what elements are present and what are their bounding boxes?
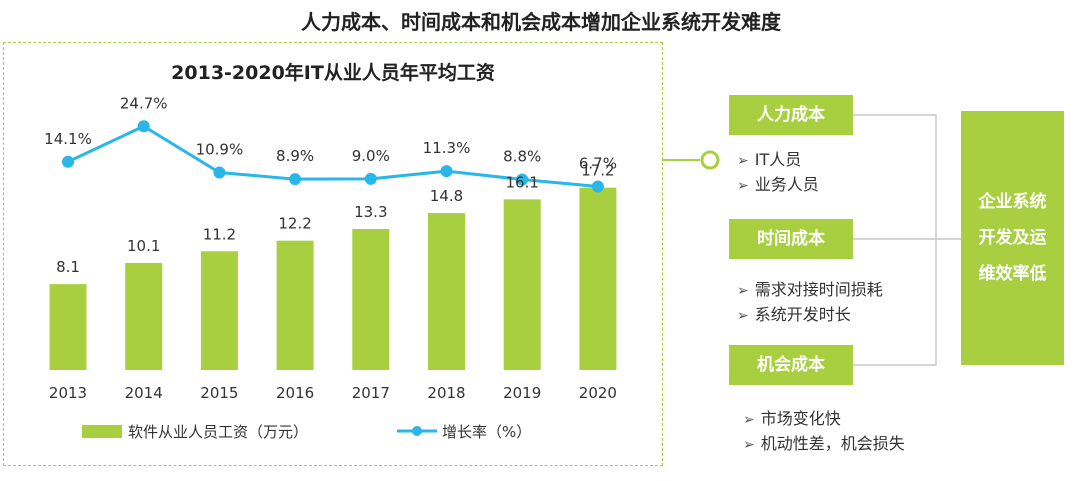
growth-value-label: 9.0%	[352, 147, 390, 165]
legend-bar-label: 软件从业人员工资（万元）	[128, 423, 308, 441]
bars-layer	[49, 187, 617, 370]
bar-value-label: 14.8	[430, 187, 463, 205]
bar	[579, 187, 617, 370]
arrow-bullet-icon: ➢	[743, 437, 755, 453]
x-tick-label: 2015	[200, 384, 238, 402]
bracket-line	[853, 114, 937, 366]
x-tick-label: 2020	[579, 384, 617, 402]
bar-value-label: 8.1	[56, 258, 80, 276]
result-line: 维效率低	[978, 264, 1047, 284]
growth-point	[62, 155, 74, 168]
page-title: 人力成本、时间成本和机会成本增加企业系统开发难度	[301, 10, 781, 34]
growth-point	[289, 173, 302, 186]
labor-cost-list: ➢ IT人员 ➢ 业务人员	[737, 148, 819, 198]
bar	[200, 251, 238, 370]
x-tick-label: 2016	[276, 384, 314, 402]
time-cost-list: ➢ 需求对接时间损耗 ➢ 系统开发时长	[737, 278, 883, 328]
bar-value-label: 12.2	[278, 215, 311, 233]
tag-opportunity-cost: 机会成本	[729, 345, 853, 385]
growth-value-label: 14.1%	[44, 130, 92, 148]
bar	[352, 229, 390, 370]
chart-title: 2013-2020年IT从业人员年平均工资	[171, 62, 495, 84]
list-item: ➢ 市场变化快	[743, 409, 841, 428]
legend-line-label: 增长率（%）	[442, 423, 531, 441]
bar	[276, 240, 314, 370]
growth-point	[591, 180, 604, 193]
growth-value-label: 6.7%	[579, 155, 617, 173]
growth-line	[67, 124, 599, 189]
result-box: 企业系统 开发及运 维效率低	[961, 111, 1064, 365]
growth-value-label: 10.9%	[196, 140, 244, 158]
growth-value-label: 8.8%	[503, 148, 541, 166]
bar	[428, 213, 465, 370]
arrow-bullet-icon: ➢	[737, 283, 749, 299]
list-item: ➢ 机动性差，机会损失	[743, 434, 905, 453]
list-item: ➢ 业务人员	[737, 175, 819, 194]
growth-value-label: 8.9%	[276, 147, 314, 165]
bar	[49, 284, 87, 370]
bar-value-label: 11.2	[203, 225, 236, 243]
chart-frame	[3, 42, 663, 466]
bar	[503, 199, 541, 370]
growth-point	[516, 173, 529, 186]
x-tick-label: 2019	[503, 384, 541, 402]
arrow-bullet-icon: ➢	[737, 308, 749, 324]
list-item: ➢ 系统开发时长	[737, 305, 851, 324]
legend-layer: 软件从业人员工资（万元） 增长率（%）	[82, 423, 531, 441]
connector-layer	[662, 114, 961, 366]
tag-time-cost: 时间成本	[729, 219, 853, 259]
growth-point	[137, 120, 150, 133]
bar-value-label: 13.3	[354, 203, 387, 221]
bar-value-label: 10.1	[127, 237, 160, 255]
legend-bar-swatch	[82, 425, 122, 438]
bar	[125, 262, 163, 370]
labels-layer: 8.1 2013 10.1 2014 11.2 2015 12.2 2016 13.3 2017 1…	[44, 94, 617, 402]
growth-point	[440, 165, 453, 178]
arrow-bullet-icon: ➢	[737, 178, 749, 194]
legend-line-marker	[412, 426, 422, 436]
x-tick-label: 2018	[427, 384, 465, 402]
growth-value-label: 11.3%	[423, 139, 471, 157]
opportunity-cost-list: ➢ 市场变化快 ➢ 机动性差，机会损失	[743, 407, 905, 457]
arrow-bullet-icon: ➢	[737, 153, 749, 169]
x-tick-label: 2013	[49, 384, 87, 402]
result-line: 开发及运	[978, 228, 1047, 248]
list-item: ➢ IT人员	[737, 150, 802, 169]
line-layer	[62, 120, 604, 193]
arrow-bullet-icon: ➢	[743, 412, 755, 428]
growth-point	[364, 172, 377, 185]
growth-point	[213, 166, 226, 179]
bar-value-label: 17.2	[581, 162, 614, 180]
growth-value-label: 24.7%	[120, 94, 168, 112]
circle-connector-icon	[700, 150, 720, 170]
x-tick-label: 2017	[352, 384, 390, 402]
bar-value-label: 16.1	[505, 173, 538, 191]
result-line: 企业系统	[978, 192, 1047, 212]
x-tick-label: 2014	[125, 384, 163, 402]
tag-labor-cost: 人力成本	[729, 95, 853, 135]
list-item: ➢ 需求对接时间损耗	[737, 280, 883, 299]
